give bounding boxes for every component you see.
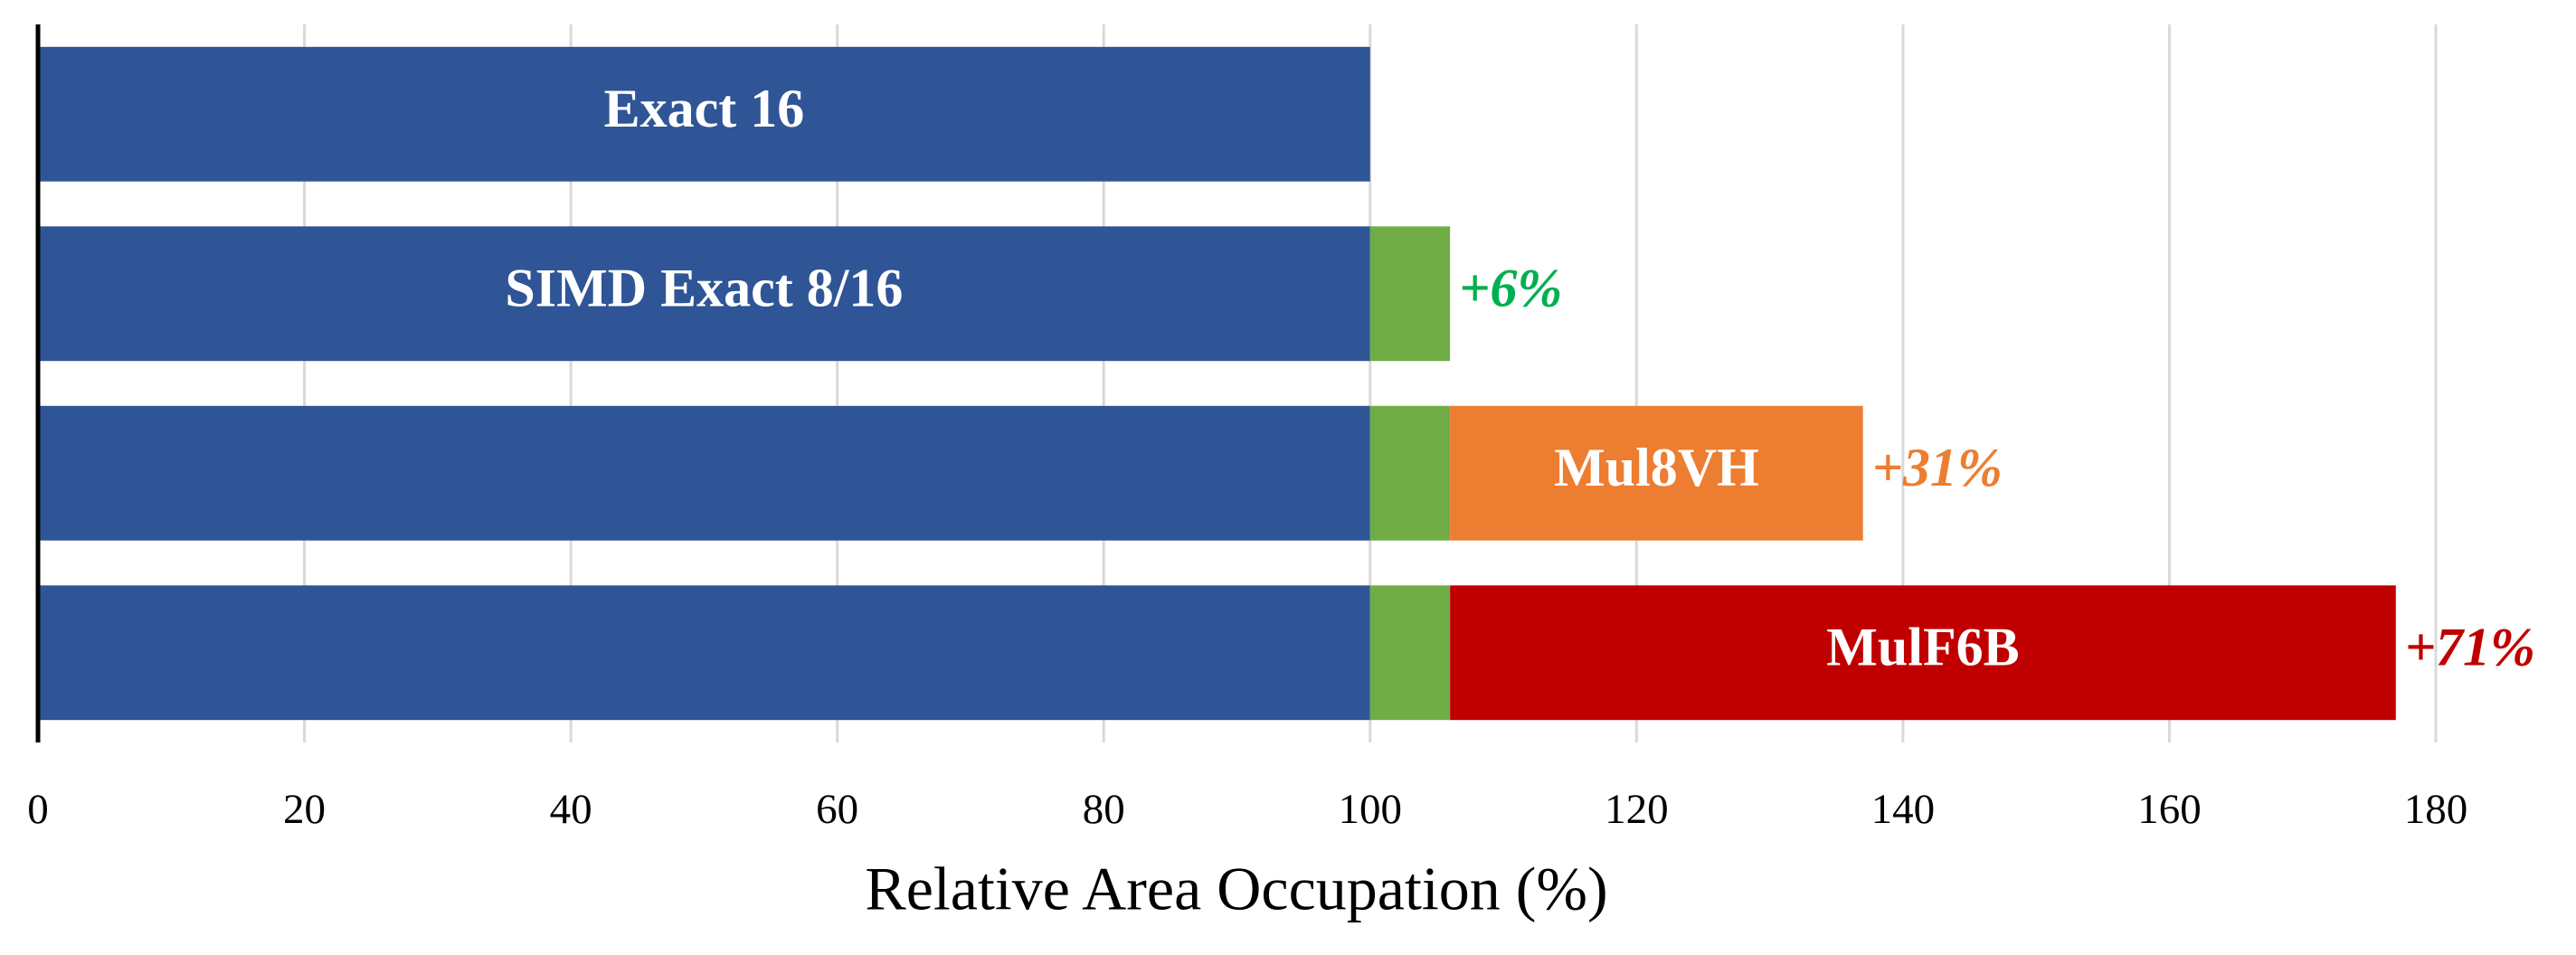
bar-segment [38, 585, 1370, 721]
segment-label: MulF6B [1826, 618, 2019, 677]
bar-segment [38, 405, 1370, 541]
value-label: +71% [2405, 618, 2535, 677]
bar-segment [1369, 585, 1451, 721]
x-axis-label: Relative Area Occupation (%) [865, 855, 1607, 923]
x-tick-label: 160 [2137, 786, 2202, 833]
value-label: +31% [1872, 438, 2003, 497]
bar-segment [1369, 226, 1451, 362]
x-tick-label: 140 [1871, 786, 1936, 833]
x-tick-label: 0 [27, 786, 49, 833]
x-tick-label: 180 [2404, 786, 2468, 833]
x-tick-label: 120 [1605, 786, 1669, 833]
x-tick-label: 20 [283, 786, 326, 833]
x-tick-label: 40 [550, 786, 592, 833]
value-label: +6% [1459, 259, 1562, 318]
segment-label: Mul8VH [1554, 438, 1759, 497]
x-tick-label: 100 [1339, 786, 1403, 833]
bar-segment [1369, 405, 1451, 541]
segment-label: Exact 16 [604, 79, 805, 138]
bar-segment [1450, 585, 2396, 721]
bar-segment [1450, 405, 1863, 541]
x-tick-label: 80 [1083, 786, 1125, 833]
segment-label: SIMD Exact 8/16 [505, 259, 903, 318]
x-tick-label: 60 [816, 786, 858, 833]
bar-segment [38, 226, 1370, 362]
bar-segment [38, 46, 1370, 182]
